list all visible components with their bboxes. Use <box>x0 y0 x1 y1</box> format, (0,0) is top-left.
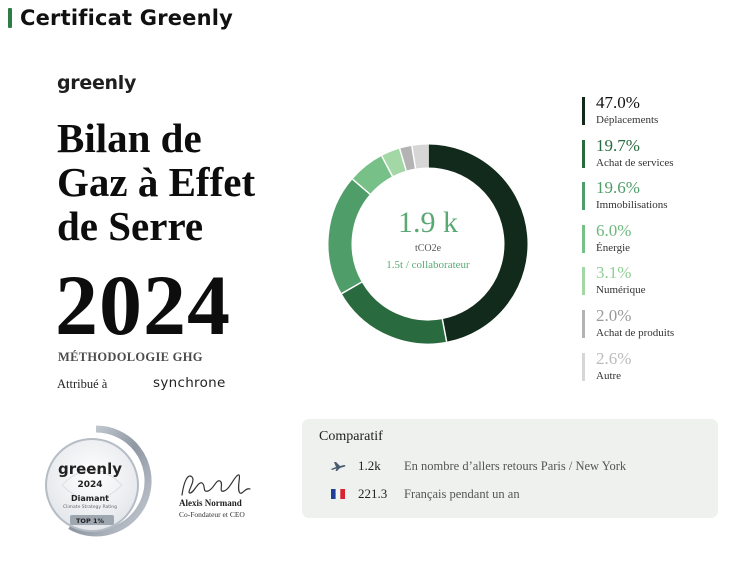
legend-percentage: 3.1% <box>596 263 632 283</box>
legend-item: 2.0% Achat de produits <box>582 305 732 350</box>
legend-item: 3.1% Numérique <box>582 264 732 307</box>
legend-color-bar <box>582 224 585 253</box>
airplane-icon <box>331 462 346 471</box>
badge-ribbon: TOP 1% <box>75 517 105 525</box>
legend-color-bar <box>582 352 585 381</box>
donut-slice-d-placements <box>427 144 528 342</box>
legend-item: 2.6% Autre <box>582 348 732 393</box>
signer-title: Co-Fondateur et CEO <box>179 510 245 519</box>
donut-slice-autre <box>411 144 429 169</box>
report-title-line-2: Gaz à Effet <box>57 159 256 205</box>
comparison-card: Comparatif 1.2k En nombre d’allers retou… <box>302 419 718 518</box>
legend-category-label: Numérique <box>596 284 646 297</box>
legend-category-label: Déplacements <box>596 114 659 126</box>
legend-color-bar <box>582 267 585 296</box>
comparison-row: 1.2k En nombre d’allers retours Paris / … <box>330 458 626 474</box>
legend-item: 47.0% Déplacements <box>582 94 732 137</box>
legend-item: 6.0% Énergie <box>582 220 732 265</box>
donut-slice-separator <box>352 178 371 195</box>
donut-slice-num-rique <box>381 148 407 177</box>
comparison-value: 1.2k <box>358 458 381 473</box>
legend-percentage: 47.0% <box>596 93 640 112</box>
badge-year: 2024 <box>77 480 103 490</box>
france-flag-icon <box>331 489 345 499</box>
badge-tier: Diamant <box>70 494 110 503</box>
donut-slice-achat-de-services <box>341 281 447 344</box>
badge-logo: greenly <box>57 460 123 478</box>
donut-unit: tCO2e <box>414 243 442 254</box>
legend-percentage: 2.6% <box>596 348 632 368</box>
ceo-signature <box>181 474 251 496</box>
report-title-line-3: de Serre <box>57 203 204 249</box>
legend-color-bar <box>582 182 585 211</box>
legend-color-bar <box>582 139 585 168</box>
donut-slice-separator <box>381 155 394 177</box>
comparison-title: Comparatif <box>319 429 383 444</box>
signer-name: Alexis Normand <box>179 498 242 508</box>
methodology-label: MÉTHODOLOGIE GHG <box>58 350 203 364</box>
legend-item: 19.7% Achat de services <box>582 135 732 180</box>
header-accent-bar <box>8 8 12 28</box>
legend-color-bar <box>582 309 585 338</box>
legend-percentage: 6.0% <box>596 220 632 240</box>
legend-color-bar <box>582 97 585 125</box>
report-title-line-1: Bilan de <box>57 115 202 161</box>
legend-category-label: Immobilisations <box>596 199 668 212</box>
legend-category-label: Achat de produits <box>596 326 675 339</box>
certificate-header: Certificat Greenly <box>8 6 233 30</box>
donut-slice-separator <box>341 281 363 295</box>
donut-slice-separator <box>411 145 417 169</box>
legend-percentage: 2.0% <box>596 305 632 325</box>
donut-slice-immobilisations <box>328 179 371 294</box>
donut-slice--nergie <box>352 155 393 195</box>
comparison-text: En nombre d’allers retours Paris / New Y… <box>404 458 627 473</box>
certificate-title: Certificat Greenly <box>20 6 234 30</box>
legend-item: 19.6% Immobilisations <box>582 179 732 222</box>
donut-slice-separator <box>398 148 407 171</box>
comparison-row: 221.3 Français pendant un an <box>330 486 520 502</box>
badge-subtitle: Climate Strategy Rating <box>63 505 117 510</box>
greenly-logo: greenly <box>57 72 137 94</box>
legend-category-label: Achat de services <box>596 156 674 169</box>
donut-total-value: 1.9 k <box>398 206 458 239</box>
chart-legend: 47.0% Déplacements 19.7% Achat de services 1… <box>582 94 732 392</box>
diamant-badge <box>45 425 152 537</box>
legend-category-label: Énergie <box>596 241 631 254</box>
legend-percentage: 19.7% <box>596 135 640 155</box>
emissions-donut-chart <box>328 144 528 344</box>
donut-per-employee: 1.5t / collaborateur <box>386 259 470 271</box>
company-logo: synchrone <box>153 375 226 391</box>
comparison-value: 221.3 <box>358 486 388 501</box>
legend-percentage: 19.6% <box>596 178 640 198</box>
legend-category-label: Autre <box>596 369 622 382</box>
donut-slice-separator <box>441 319 448 342</box>
report-year: 2024 <box>55 257 231 353</box>
comparison-text: Français pendant un an <box>404 486 520 501</box>
donut-slice-achat-de-produits <box>399 145 416 171</box>
attributed-label: Attribué à <box>57 377 108 391</box>
